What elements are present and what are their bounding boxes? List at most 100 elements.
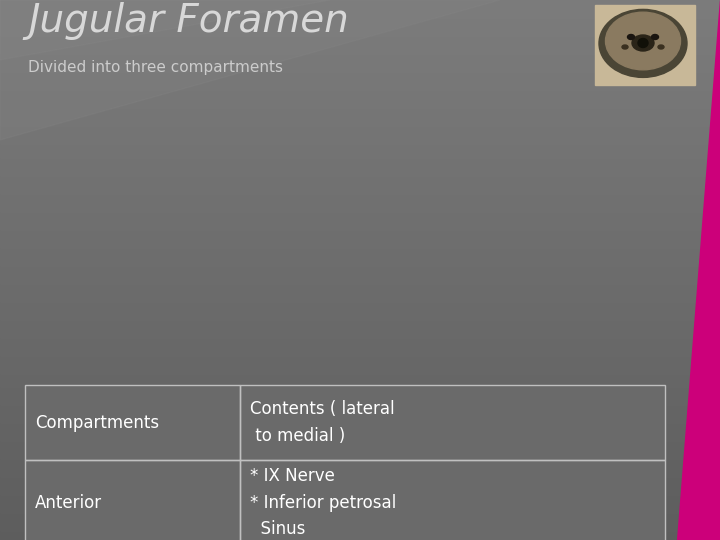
Bar (0, 332, 720, 338)
Bar (0, 512, 720, 517)
Bar (240, 385, 665, 460)
Bar (0, 431, 720, 436)
Bar (0, 192, 720, 198)
Bar (0, 508, 720, 513)
Bar (0, 242, 720, 247)
Bar (0, 368, 720, 374)
Bar (0, 413, 720, 418)
Bar (0, 71, 720, 77)
Bar (0, 494, 720, 500)
Ellipse shape (632, 35, 654, 51)
Bar (25, 385, 665, 540)
Bar (0, 197, 720, 202)
Bar (0, 408, 720, 414)
Bar (0, 57, 720, 63)
Bar (0, 107, 720, 112)
Bar (0, 525, 720, 531)
Polygon shape (0, 0, 500, 140)
Ellipse shape (599, 9, 687, 77)
Bar (0, 292, 720, 297)
Bar (0, 80, 720, 85)
Bar (0, 238, 720, 243)
Bar (0, 381, 720, 387)
Bar (0, 278, 720, 284)
Text: Jugular Foramen: Jugular Foramen (28, 2, 348, 40)
Bar (0, 404, 720, 409)
Ellipse shape (628, 35, 634, 39)
Bar (0, 481, 720, 486)
Bar (0, 224, 720, 230)
Bar (0, 134, 720, 139)
Bar (0, 341, 720, 347)
Bar (0, 462, 720, 468)
Bar (0, 184, 720, 189)
Bar (0, 373, 720, 378)
Bar (0, 211, 720, 216)
Ellipse shape (652, 35, 659, 39)
Bar (0, 179, 720, 185)
Text: Anterior: Anterior (35, 494, 102, 511)
Bar (595, 5, 695, 85)
Bar (0, 147, 720, 153)
Bar (0, 400, 720, 405)
Bar (0, 282, 720, 288)
Bar (0, 98, 720, 104)
Bar (0, 103, 720, 108)
Bar (0, 260, 720, 266)
Bar (0, 165, 720, 171)
Bar (0, 327, 720, 333)
Bar (0, 336, 720, 342)
Bar (0, 251, 720, 256)
Bar (0, 62, 720, 68)
Bar (0, 458, 720, 463)
Bar (0, 395, 720, 401)
Bar (0, 44, 720, 50)
Bar (0, 319, 720, 324)
Bar (0, 435, 720, 441)
Bar (0, 26, 720, 31)
Bar (0, 161, 720, 166)
Text: Divided into three compartments: Divided into three compartments (28, 60, 283, 75)
Bar (0, 467, 720, 472)
Bar (0, 489, 720, 495)
Bar (0, 215, 720, 220)
Bar (0, 188, 720, 193)
Text: Contents ( lateral
 to medial ): Contents ( lateral to medial ) (250, 400, 395, 445)
Bar (0, 143, 720, 148)
Bar (0, 233, 720, 239)
Bar (0, 157, 720, 162)
Bar (0, 530, 720, 536)
Bar (0, 201, 720, 207)
Bar (0, 206, 720, 212)
Bar (0, 89, 720, 94)
Bar (0, 255, 720, 261)
Ellipse shape (658, 45, 664, 49)
Bar (0, 22, 720, 27)
Bar (0, 476, 720, 482)
Bar (0, 53, 720, 58)
Bar (0, 346, 720, 351)
Bar (0, 471, 720, 477)
Bar (0, 485, 720, 490)
Bar (0, 219, 720, 225)
Ellipse shape (622, 45, 628, 49)
Bar (0, 246, 720, 252)
Bar (0, 309, 720, 315)
Bar (0, 359, 720, 364)
Bar (0, 138, 720, 144)
Bar (0, 39, 720, 45)
Ellipse shape (638, 38, 648, 48)
Bar (0, 305, 720, 310)
Bar (0, 152, 720, 158)
Bar (0, 390, 720, 396)
Bar (0, 454, 720, 459)
Bar (0, 49, 720, 54)
Bar (0, 287, 720, 293)
Text: * IX Nerve
* Inferior petrosal
  Sinus: * IX Nerve * Inferior petrosal Sinus (250, 467, 396, 538)
Bar (0, 363, 720, 369)
Bar (0, 120, 720, 126)
Bar (0, 314, 720, 320)
Bar (25, 460, 240, 540)
Text: Compartments: Compartments (35, 414, 159, 431)
Bar (0, 323, 720, 328)
